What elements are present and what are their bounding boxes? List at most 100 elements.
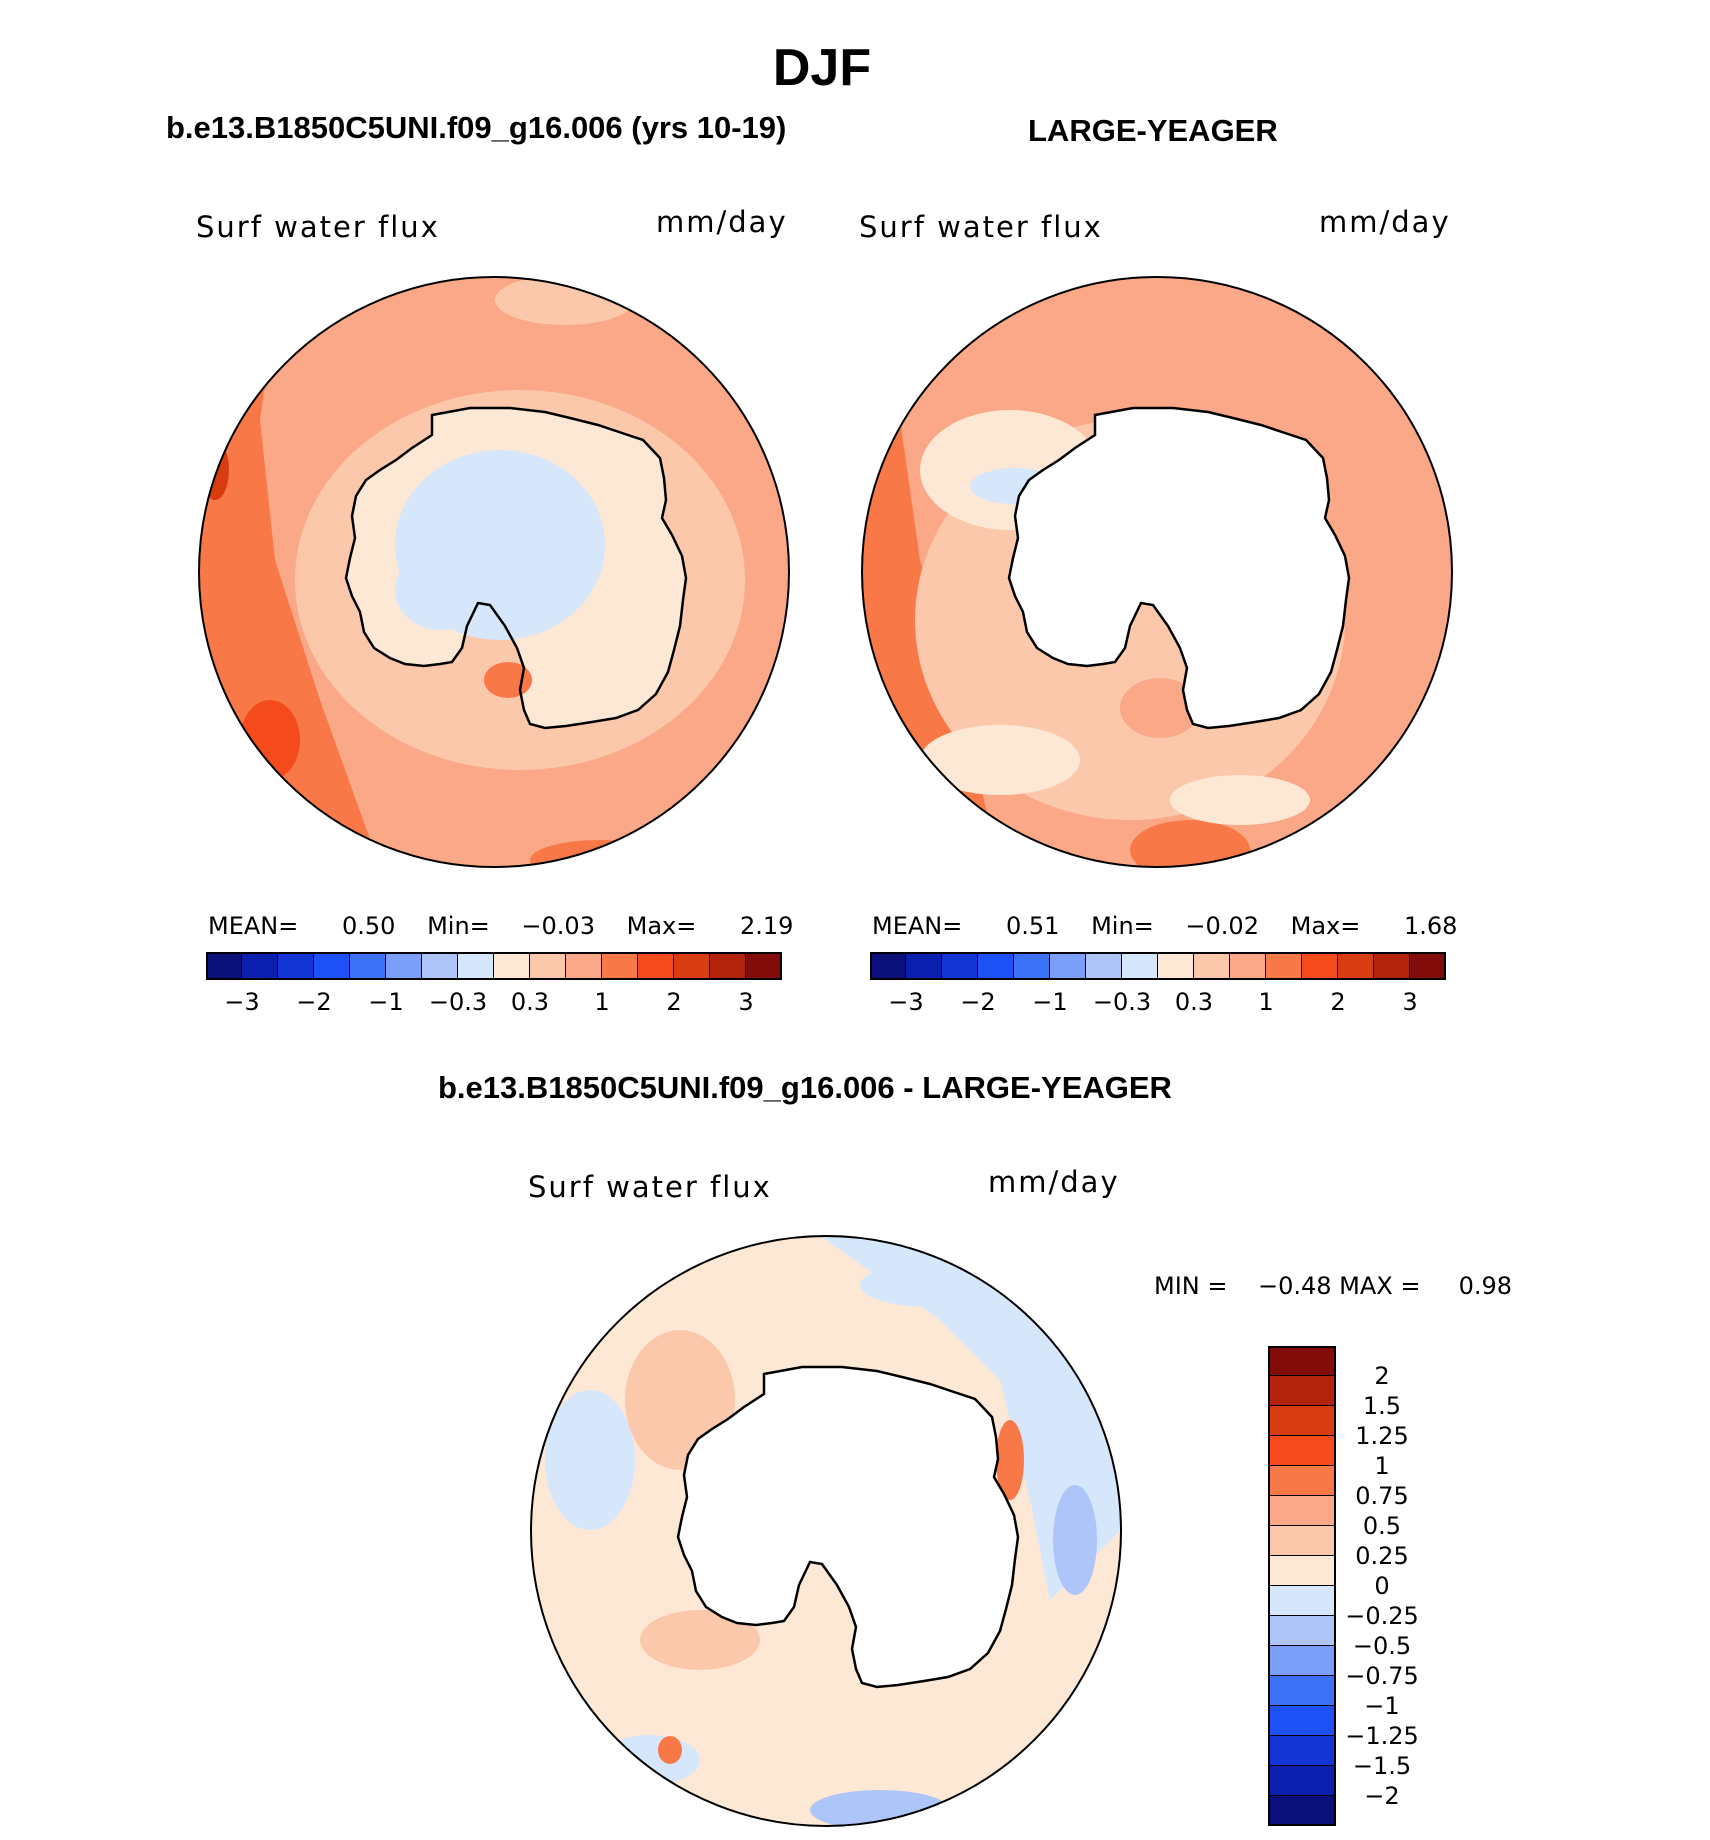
colorbar-frame xyxy=(870,952,1446,980)
colorbar-tick-label: 1 xyxy=(594,988,610,1016)
obs-mean-value: 0.51 xyxy=(1006,912,1060,940)
colorbar-swatch xyxy=(674,952,710,980)
colorbar-swatch xyxy=(1338,952,1374,980)
obs-mean-label: MEAN= xyxy=(872,912,963,940)
colorbar-swatch xyxy=(242,952,278,980)
diff-title: b.e13.B1850C5UNI.f09_g16.006 - LARGE-YEA… xyxy=(438,1070,1172,1105)
model-min-value: −0.03 xyxy=(521,912,595,940)
colorbar-tick-label: 3 xyxy=(738,988,754,1016)
colorbar-swatch xyxy=(206,952,242,980)
page-title: DJF xyxy=(772,39,872,97)
subtitle-model: b.e13.B1850C5UNI.f09_g16.006 (yrs 10-19) xyxy=(166,110,787,145)
colorbar-tick-label: 2 xyxy=(1330,988,1346,1016)
colorbar-tick-label: −1.25 xyxy=(1345,1722,1419,1750)
colorbar-swatch xyxy=(870,952,906,980)
colorbar-tick-label: −1 xyxy=(1032,988,1068,1016)
colorbar-swatch xyxy=(314,952,350,980)
colorbar-swatch xyxy=(1266,952,1302,980)
colorbar-swatch xyxy=(710,952,746,980)
colorbar-swatch xyxy=(1158,952,1194,980)
colorbar-tick-label: −3 xyxy=(888,988,924,1016)
colorbar-tick-label: 0.25 xyxy=(1355,1542,1409,1570)
diff-minmax: MIN = −0.48 MAX = 0.98 xyxy=(1154,1272,1513,1300)
colorbar-obs: −3 −2 −1 −0.3 0.3 1 2 3 xyxy=(870,952,1446,1016)
colorbar-swatch xyxy=(350,952,386,980)
colorbar-swatch xyxy=(1014,952,1050,980)
colorbar-swatch xyxy=(278,952,314,980)
obs-max-label: Max= xyxy=(1290,912,1361,940)
colorbar-swatch xyxy=(638,952,674,980)
colorbar-swatch xyxy=(602,952,638,980)
colorbar-tick-label: −0.3 xyxy=(428,988,488,1016)
colorbar-swatch xyxy=(1268,1346,1336,1376)
model-units-label: mm/day xyxy=(656,205,788,239)
colorbar-tick-label: 2 xyxy=(1374,1362,1390,1390)
colorbar-swatch xyxy=(566,952,602,980)
colorbar-swatch xyxy=(1268,1406,1336,1436)
colorbar-swatch xyxy=(1302,952,1338,980)
colorbar-tick-label: −2 xyxy=(296,988,332,1016)
colorbar-swatch xyxy=(1268,1376,1336,1406)
colorbar-swatch xyxy=(1268,1586,1336,1616)
colorbar-swatch xyxy=(1268,1676,1336,1706)
obs-variable-label: Surf water flux xyxy=(859,210,1103,244)
colorbar-swatch xyxy=(1374,952,1410,980)
model-max-label: Max= xyxy=(626,912,697,940)
colorbar-tick-label: 0.75 xyxy=(1355,1482,1409,1510)
colorbar-tick-label: −1 xyxy=(1364,1692,1400,1720)
map-obs xyxy=(862,277,1452,867)
subtitle-obs: LARGE-YEAGER xyxy=(1028,113,1278,148)
colorbar-swatch xyxy=(422,952,458,980)
model-mean-label: MEAN= xyxy=(208,912,299,940)
colorbar-swatch xyxy=(1122,952,1158,980)
obs-min-label: Min= xyxy=(1091,912,1154,940)
obs-max-value: 1.68 xyxy=(1403,912,1458,940)
colorbar-swatch xyxy=(1268,1616,1336,1646)
colorbar-swatch xyxy=(386,952,422,980)
diff-variable-label: Surf water flux xyxy=(528,1170,772,1204)
colorbar-tick-label: 1.25 xyxy=(1355,1422,1409,1450)
model-max-value: 2.19 xyxy=(739,912,794,940)
colorbar-tick-label: −0.3 xyxy=(1092,988,1152,1016)
colorbar-tick-label: −0.25 xyxy=(1345,1602,1419,1630)
colorbar-swatch xyxy=(1268,1796,1336,1826)
colorbar-tick-label: 2 xyxy=(666,988,682,1016)
model-mean-value: 0.50 xyxy=(342,912,396,940)
colorbar-swatch xyxy=(1268,1736,1336,1766)
colorbar-tick-label: 0.5 xyxy=(1362,1512,1402,1540)
colorbar-swatch xyxy=(1268,1436,1336,1466)
colorbar-swatch xyxy=(1268,1526,1336,1556)
colorbar-tick-label: 1 xyxy=(1374,1452,1390,1480)
obs-stats: MEAN= 0.51 Min= −0.02 Max= 1.68 xyxy=(872,912,1457,940)
colorbar-swatch xyxy=(530,952,566,980)
model-variable-label: Surf water flux xyxy=(196,210,440,244)
colorbar-tick-label: 1 xyxy=(1258,988,1274,1016)
colorbar-swatch xyxy=(746,952,782,980)
colorbar-tick-label: −0.75 xyxy=(1345,1662,1419,1690)
obs-min-value: −0.02 xyxy=(1185,912,1259,940)
colorbar-frame xyxy=(1268,1346,1336,1826)
obs-units-label: mm/day xyxy=(1319,205,1451,239)
map-model xyxy=(199,277,789,867)
colorbar-swatch xyxy=(978,952,1014,980)
model-stats: MEAN= 0.50 Min= −0.03 Max= 2.19 xyxy=(208,912,793,940)
colorbar-tick-label: −2 xyxy=(960,988,996,1016)
colorbar-swatch xyxy=(1268,1706,1336,1736)
colorbar-swatch xyxy=(1194,952,1230,980)
colorbar-tick-label: 0 xyxy=(1374,1572,1390,1600)
model-min-label: Min= xyxy=(427,912,490,940)
colorbar-diff: 2 1.5 1.25 1 0.75 0.5 0.25 0 −0.25 −0.5 −0.75 −1 −1.… xyxy=(1268,1346,1438,1826)
colorbar-tick-label: −3 xyxy=(224,988,260,1016)
colorbar-frame xyxy=(206,952,782,980)
colorbar-tick-label: 0.3 xyxy=(1174,988,1214,1016)
colorbar-tick-label: −0.5 xyxy=(1352,1632,1412,1660)
colorbar-tick-label: 1.5 xyxy=(1362,1392,1402,1420)
colorbar-tick-label: −2 xyxy=(1364,1782,1400,1810)
colorbar-tick-label: −1 xyxy=(368,988,404,1016)
colorbar-tick-label: 0.3 xyxy=(510,988,550,1016)
colorbar-swatch xyxy=(942,952,978,980)
diff-units-label: mm/day xyxy=(988,1165,1120,1199)
colorbar-swatch xyxy=(1268,1646,1336,1676)
colorbar-swatch xyxy=(906,952,942,980)
